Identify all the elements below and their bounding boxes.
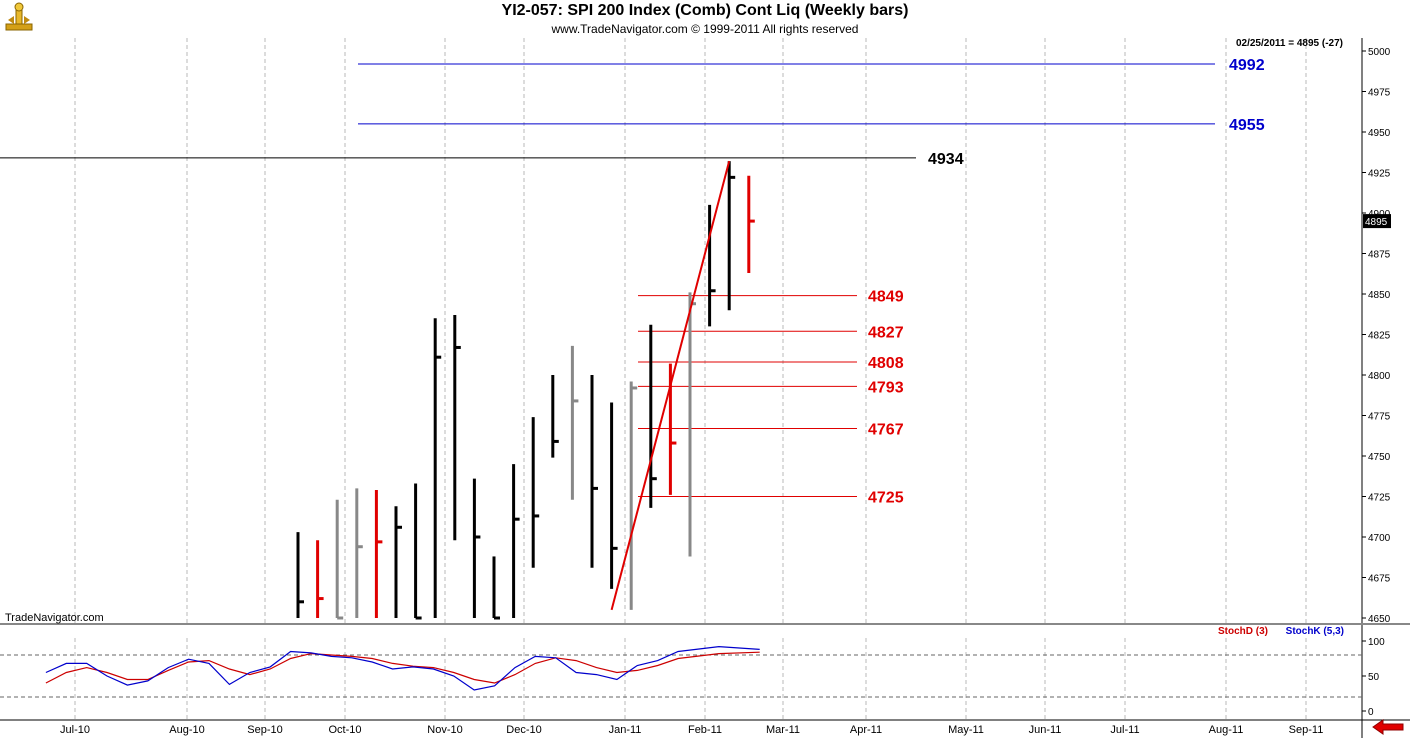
x-tick-label: Nov-10 (427, 724, 462, 736)
y-tick-label: 4950 (1368, 128, 1391, 139)
y-tick-label: 4825 (1368, 331, 1391, 342)
y-tick-label: 4675 (1368, 574, 1391, 585)
ohlc-bar (355, 488, 363, 618)
level-label: 4793 (868, 379, 904, 396)
price-axis: 5000 4975 4950 4925 4900 4875 4850 4825 4800 4775… (1362, 47, 1391, 625)
ohlc-bar (551, 375, 559, 458)
grid-layer (0, 38, 1410, 738)
ohlc-bar (688, 292, 696, 557)
level-label: 4955 (1229, 117, 1265, 134)
last-price-box (1363, 214, 1391, 229)
trend-line-segment (610, 160, 731, 611)
level-label: 4849 (868, 289, 904, 306)
level-lines: 4992 4955 4934 4849 4827 4808 4793 4767 4725 (0, 57, 1265, 507)
ohlc-bars (296, 161, 755, 620)
level-label: 4725 (868, 490, 904, 507)
x-tick-label: Sep-11 (1289, 724, 1324, 736)
ohlc-bar (492, 556, 500, 620)
watermark-label: TradeNavigator.com (5, 612, 104, 624)
y-tick-label: 4800 (1368, 371, 1391, 382)
x-tick-label: Sep-10 (247, 724, 282, 736)
x-tick-label: Feb-11 (688, 724, 722, 736)
trend-line (610, 160, 731, 611)
y-tick-label: 4850 (1368, 290, 1391, 301)
y-tick-label: 4700 (1368, 533, 1391, 544)
ohlc-bar (414, 483, 422, 620)
ohlc-bar (668, 363, 677, 495)
level-label: 4934 (928, 151, 964, 168)
ohlc-bar (433, 318, 442, 618)
chart-subtitle: www.TradeNavigator.com © 1999-2011 All r… (551, 22, 859, 36)
ohlc-bar (394, 506, 402, 618)
x-tick-label: Aug-11 (1209, 724, 1244, 736)
ohlc-bar (610, 402, 618, 589)
x-tick-label: Mar-11 (766, 724, 800, 736)
ohlc-bar (708, 204, 716, 327)
stochd-line (45, 651, 760, 684)
scroll-left-arrow-icon[interactable] (1371, 719, 1405, 735)
y-tick-label: 4650 (1368, 614, 1391, 625)
level-label: 4808 (868, 355, 904, 372)
x-tick-label: Jul-10 (60, 724, 90, 736)
ohlc-bar (747, 175, 755, 273)
level-label: 4827 (868, 324, 904, 341)
ohlc-bar (453, 315, 461, 541)
x-tick-label: Oct-10 (328, 724, 361, 736)
y-tick-label: 4925 (1368, 169, 1391, 180)
ohlc-bar (472, 478, 481, 618)
level-label: 4992 (1229, 57, 1265, 74)
stoch-y-tick-label: 50 (1368, 672, 1380, 683)
y-tick-label: 4750 (1368, 452, 1391, 463)
last-price-label: 4895 (1365, 217, 1388, 228)
x-tick-label: Aug-10 (169, 724, 204, 736)
x-tick-label: Jun-11 (1029, 724, 1062, 736)
stoch-y-tick-label: 100 (1368, 637, 1385, 648)
level-label: 4767 (868, 421, 904, 438)
ohlc-bar (590, 375, 598, 568)
stochastic-panel: 100 50 0 StochD (3) StochK (5,3) (0, 626, 1385, 718)
y-tick-label: 5000 (1368, 47, 1391, 58)
x-tick-label: Jul-11 (1110, 724, 1139, 736)
ohlc-bar (374, 490, 383, 618)
x-tick-label: May-11 (948, 724, 984, 736)
legend-stochk: StochK (5,3) (1286, 626, 1344, 637)
time-axis: Jul-10 Aug-10 Sep-10 Oct-10 Nov-10 Dec-10 Jan-… (60, 724, 1323, 736)
ohlc-bar (335, 499, 344, 620)
last-quote-label: 02/25/2011 = 4895 (-27) (1236, 38, 1343, 49)
y-tick-label: 4900 (1368, 209, 1391, 220)
ohlc-bar (531, 417, 540, 568)
ohlc-bar (296, 532, 304, 618)
x-tick-label: Dec-10 (506, 724, 541, 736)
ohlc-bar (512, 464, 520, 618)
stochk-line (45, 645, 760, 691)
y-tick-label: 4875 (1368, 250, 1391, 261)
trade-navigator-logo-icon (5, 2, 33, 31)
y-tick-label: 4975 (1368, 88, 1391, 99)
ohlc-bar (727, 161, 736, 311)
ohlc-bar (316, 540, 324, 618)
ohlc-bar (649, 324, 657, 508)
stoch-y-tick-label: 0 (1368, 707, 1374, 718)
ohlc-bar (629, 381, 638, 610)
y-tick-label: 4775 (1368, 412, 1391, 423)
ohlc-bar (570, 345, 579, 500)
y-tick-label: 4725 (1368, 493, 1391, 504)
x-tick-label: Apr-11 (850, 724, 882, 736)
chart-title: YI2-057: SPI 200 Index (Comb) Cont Liq (… (501, 2, 909, 19)
x-tick-label: Jan-11 (609, 724, 642, 736)
legend-stochd: StochD (3) (1218, 626, 1268, 637)
